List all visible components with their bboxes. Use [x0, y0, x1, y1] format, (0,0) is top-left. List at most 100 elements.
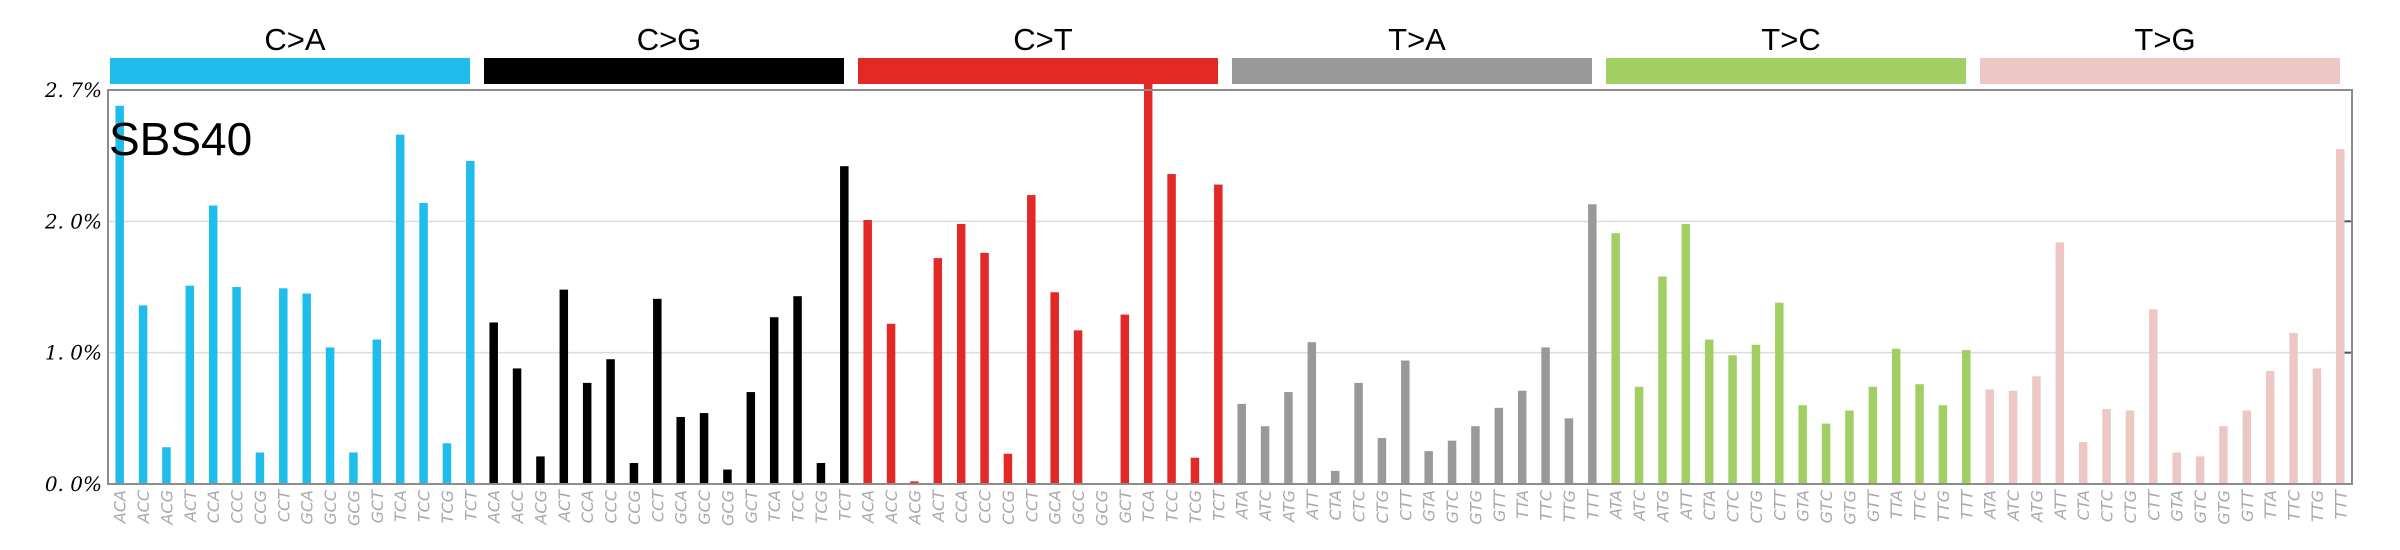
x-tick-label-15: TCT: [461, 489, 480, 521]
bar-30: [816, 462, 826, 484]
x-tick-label-55: CTT: [1396, 489, 1415, 521]
x-tick-label-72: GTA: [1794, 490, 1813, 522]
bar-63: [1588, 204, 1597, 484]
x-tick-label-93: TTC: [2285, 489, 2304, 521]
bar-33: [886, 323, 896, 484]
x-tick-label-22: CCG: [625, 490, 644, 525]
x-tick-label-34: ACG: [905, 490, 924, 526]
x-tick-label-60: TTA: [1513, 490, 1532, 519]
bar-11: [372, 339, 382, 484]
x-tick-label-52: CTA: [1326, 490, 1345, 520]
x-tick-label-74: GTG: [1840, 490, 1859, 525]
x-tick-label-47: TCT: [1209, 489, 1228, 521]
x-tick-label-9: GCC: [321, 489, 340, 525]
bar-44: [1143, 82, 1153, 485]
bar-38: [1003, 453, 1013, 484]
x-tick-label-67: ATT: [1677, 489, 1696, 521]
x-tick-label-32: ACA: [859, 490, 878, 524]
x-tick-label-90: GTG: [2214, 490, 2233, 525]
bar-16: [489, 322, 498, 484]
class-label-4: T>C: [1761, 22, 1820, 57]
x-tick-label-95: TTT: [2331, 489, 2350, 520]
x-tick-label-80: ATA: [1981, 490, 2000, 520]
bar-65: [1634, 386, 1644, 484]
x-tick-label-78: TTG: [1934, 490, 1953, 522]
x-tick-label-79: TTT: [1957, 489, 1976, 520]
bar-32: [863, 220, 872, 484]
bar-53: [1354, 382, 1363, 484]
x-tick-label-43: GCT: [1116, 489, 1135, 524]
x-tick-label-50: ATG: [1279, 490, 1298, 523]
x-tick-label-5: CCC: [228, 489, 247, 523]
bar-95: [2336, 149, 2345, 484]
x-tick-label-18: ACG: [531, 490, 550, 526]
bar-56: [1424, 451, 1433, 484]
bar-87: [2149, 309, 2158, 484]
x-tick-label-53: CTC: [1350, 489, 1369, 522]
x-tick-label-37: CCC: [976, 489, 995, 523]
x-tick-label-73: GTC: [1817, 489, 1836, 523]
x-tick-label-30: TCG: [812, 490, 831, 523]
mutation-class-headers: C>A C>G C>T T>A T>C T>G: [110, 22, 2340, 84]
x-tick-label-14: TCG: [438, 490, 457, 523]
x-tick-label-64: ATA: [1607, 490, 1626, 520]
x-tick-label-54: CTG: [1373, 490, 1392, 523]
y-tick-label-3: 2. 7%: [44, 78, 102, 102]
x-tick-label-49: ATC: [1256, 489, 1275, 522]
bar-10: [349, 452, 358, 484]
x-tick-label-39: CCT: [1022, 489, 1041, 522]
bar-82: [2032, 376, 2041, 484]
x-tick-label-45: TCC: [1163, 489, 1182, 522]
x-tick-label-21: CCC: [602, 489, 621, 523]
x-tick-label-92: TTA: [2261, 490, 2280, 519]
class-label-3: T>A: [1388, 22, 1446, 57]
class-bar-1: [484, 58, 844, 84]
x-tick-label-44: TCA: [1139, 490, 1158, 522]
bar-36: [956, 223, 966, 484]
class-bar-5: [1980, 58, 2340, 84]
x-tick-label-13: TCC: [415, 489, 434, 522]
bar-64: [1611, 233, 1620, 484]
x-tick-label-26: GCG: [718, 490, 737, 526]
bar-59: [1494, 407, 1504, 484]
x-tick-label-25: GCC: [695, 489, 714, 525]
x-tick-label-63: TTT: [1583, 489, 1602, 520]
bar-51: [1307, 342, 1317, 484]
bar-31: [840, 166, 849, 484]
bar-39: [1027, 195, 1036, 485]
bar-12: [395, 134, 405, 485]
x-tick-label-38: CCG: [999, 490, 1018, 525]
x-tick-label-41: GCC: [1069, 489, 1088, 525]
bar-72: [1798, 405, 1807, 484]
x-tick-label-61: TTC: [1537, 489, 1556, 521]
x-tick-label-2: ACG: [157, 490, 176, 526]
bar-18: [536, 456, 545, 484]
bar-67: [1681, 223, 1691, 484]
x-tick-label-46: TCG: [1186, 490, 1205, 523]
bar-26: [723, 469, 732, 484]
bar-79: [1962, 350, 1971, 484]
bar-55: [1401, 360, 1410, 484]
x-tick-label-65: ATC: [1630, 489, 1649, 522]
x-tick-label-82: ATG: [2027, 490, 2046, 523]
bar-23: [653, 298, 662, 484]
bar-91: [2242, 410, 2252, 484]
bar-34: [910, 481, 919, 484]
bar-1: [138, 305, 148, 484]
x-tick-label-51: ATT: [1303, 489, 1322, 521]
x-tick-label-88: GTA: [2168, 490, 2187, 522]
x-tick-label-86: CTG: [2121, 490, 2140, 523]
bar-49: [1260, 426, 1270, 484]
x-tick-label-19: ACT: [555, 489, 574, 523]
x-tick-label-1: ACC: [134, 489, 153, 524]
bar-48: [1237, 403, 1246, 484]
bar-54: [1377, 438, 1387, 484]
x-tick-label-94: TTG: [2308, 490, 2327, 522]
x-tick-label-85: CTC: [2098, 489, 2117, 522]
bar-62: [1564, 418, 1574, 484]
x-tick-label-3: ACT: [181, 489, 200, 523]
bar-80: [1985, 389, 1994, 484]
x-tick-label-57: GTC: [1443, 489, 1462, 523]
bar-2: [162, 447, 171, 484]
